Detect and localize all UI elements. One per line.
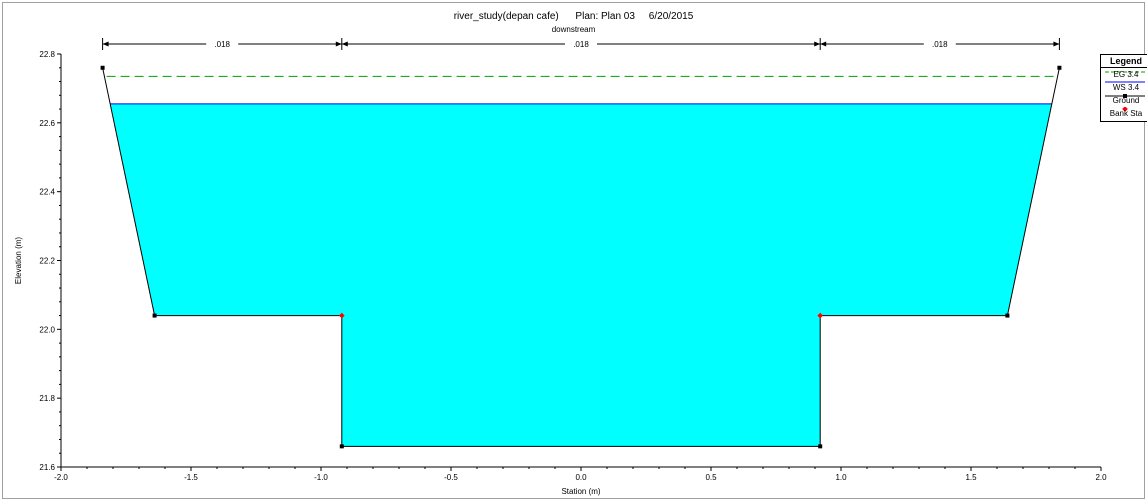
y-tick-label: 21.6	[39, 463, 55, 472]
n-arrow-left	[820, 41, 827, 47]
x-tick-label: -1.5	[184, 473, 198, 482]
n-value-label: .018	[214, 40, 230, 49]
bank-station-marker	[338, 312, 345, 319]
legend-ws-label: WS 3.4	[1112, 83, 1140, 92]
legend-ground-label: Ground	[1112, 96, 1140, 105]
ground-point-marker	[818, 444, 823, 449]
legend-item-bank: Bank Sta	[1101, 107, 1147, 120]
legend-item-ground: Ground	[1101, 94, 1147, 107]
n-arrow-left	[341, 41, 348, 47]
y-tick-label: 22.2	[39, 257, 55, 266]
x-tick-label: 1.0	[835, 473, 847, 482]
ground-point-marker	[339, 444, 344, 449]
x-tick-label: -0.5	[444, 473, 458, 482]
legend-item-ws: WS 3.4	[1101, 81, 1147, 94]
chart-subtitle: downstream	[551, 25, 596, 34]
lines-layer	[102, 67, 1060, 447]
legend-bank-swatch	[1122, 107, 1128, 112]
y-tick-label: 22.8	[39, 50, 55, 59]
n-arrow-right	[335, 41, 342, 47]
x-tick-label: -1.0	[314, 473, 328, 482]
water-fill-layer	[110, 103, 1052, 447]
legend-item-eg: EG 3.4	[1101, 68, 1147, 81]
ground-point-marker	[1005, 313, 1010, 318]
x-axis-label: Station (m)	[561, 487, 600, 496]
legend-eg-label: EG 3.4	[1113, 70, 1139, 79]
x-tick-label: -2.0	[54, 473, 68, 482]
ground-point-marker	[1057, 65, 1062, 70]
y-tick-label: 22.0	[39, 325, 55, 334]
x-tick-label: 0.0	[575, 473, 587, 482]
ground-point-marker	[100, 65, 105, 70]
chart-title: river_study(depan cafe) Plan: Plan 03 6/…	[453, 11, 694, 22]
water-area	[110, 103, 1052, 447]
legend-title: Legend	[1101, 55, 1147, 68]
x-tick-label: 2.0	[1095, 473, 1107, 482]
bank-station-marker	[817, 312, 824, 319]
y-tick-label: 22.6	[39, 119, 55, 128]
n-arrow-right	[814, 41, 821, 47]
legend: Legend EG 3.4 WS 3.4 Ground Bank Sta	[1100, 54, 1147, 122]
axes-layer: 21.6 21.8 22.0 22.2 22.4 22.6 22.8 -2.0 -1.5 -1.0…	[14, 50, 1107, 496]
legend-ground-swatch	[1105, 94, 1145, 98]
n-value-label: .018	[573, 40, 589, 49]
x-tick-label: 1.5	[965, 473, 977, 482]
n-arrow-right	[1053, 41, 1060, 47]
mannings-n-layer: .018 .018 .018	[102, 38, 1060, 50]
legend-ws-swatch	[1105, 81, 1145, 83]
ground-point-marker	[152, 313, 157, 318]
legend-bank-label: Bank Sta	[1109, 109, 1143, 118]
x-tick-label: 0.5	[705, 473, 717, 482]
markers-layer	[100, 65, 1062, 449]
y-tick-label: 22.4	[39, 188, 55, 197]
ground-line	[102, 67, 1060, 447]
legend-eg-swatch	[1105, 71, 1145, 73]
y-tick-label: 21.8	[39, 394, 55, 403]
y-axis-label: Elevation (m)	[14, 237, 23, 284]
n-arrow-left	[102, 41, 109, 47]
n-value-label: .018	[932, 40, 948, 49]
